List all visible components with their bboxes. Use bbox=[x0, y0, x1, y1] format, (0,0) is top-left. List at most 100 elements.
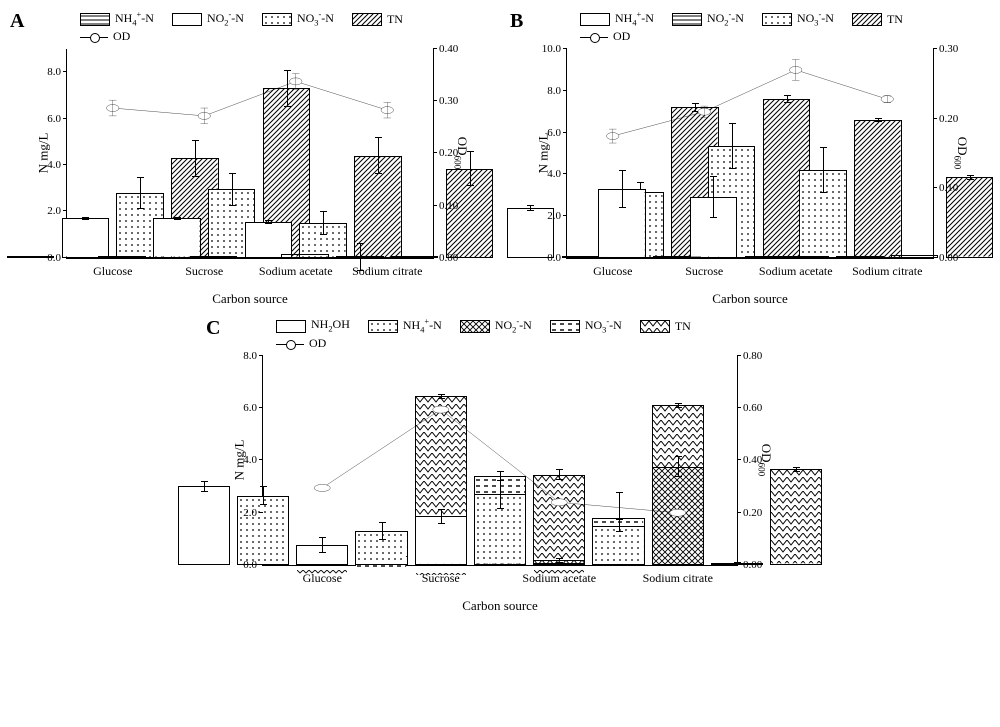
ytick-left: 8.0 bbox=[47, 66, 67, 78]
legend-label: TN bbox=[675, 319, 691, 335]
ytick-right: 0.20 bbox=[433, 147, 458, 159]
ytick-right: 0.00 bbox=[737, 559, 762, 571]
legend-swatch bbox=[460, 320, 490, 333]
category-label: Sucrose bbox=[185, 264, 223, 279]
legend-item: OD bbox=[80, 29, 130, 45]
category-label: Sodium acetate bbox=[522, 571, 596, 586]
panel-b: B NH4+-NNO2--NNO3--NTNOD N mg/L OD600 0.… bbox=[510, 10, 990, 307]
line-b bbox=[567, 49, 933, 258]
legend-label: NH4+-N bbox=[615, 10, 654, 29]
ytick-right: 0.10 bbox=[433, 200, 458, 212]
legend-item: NO3--N bbox=[262, 10, 334, 29]
ytick-left: 6.0 bbox=[547, 127, 567, 139]
ytick-right: 0.30 bbox=[433, 95, 458, 107]
legend-item: NO3--N bbox=[762, 10, 834, 29]
category-label: Sodium acetate bbox=[759, 264, 833, 279]
legend-swatch bbox=[352, 13, 382, 26]
chart-c: N mg/L OD600 0.02.04.06.08.00.000.200.40… bbox=[262, 356, 738, 596]
legend-item: TN bbox=[352, 10, 403, 29]
legend-a: NH4+-N NO2--N NO3--N TN OD bbox=[80, 10, 430, 45]
figure-grid: A NH4+-N NO2--N NO3--N TN OD N mg/L OD600 0.… bbox=[10, 10, 990, 614]
panel-a: A NH4+-N NO2--N NO3--N TN OD N mg/L OD600 0.… bbox=[10, 10, 490, 307]
legend-label: OD bbox=[309, 336, 326, 352]
legend-item: NO2--N bbox=[172, 10, 244, 29]
ytick-right: 0.40 bbox=[737, 454, 762, 466]
ytick-right: 0.00 bbox=[933, 252, 958, 264]
legend-label: NH4+-N bbox=[115, 10, 154, 29]
line-a bbox=[67, 49, 433, 258]
ytick-left: 8.0 bbox=[243, 350, 263, 362]
legend-label: NO2--N bbox=[207, 10, 244, 29]
ytick-right: 0.30 bbox=[933, 43, 958, 55]
legend-c: NH2OH NH4+-N NO2--N NO3--N TN OD bbox=[276, 317, 734, 352]
legend-item: NH2OH bbox=[276, 317, 350, 336]
error-bar bbox=[204, 481, 205, 491]
legend-swatch bbox=[276, 320, 306, 333]
legend-b: NH4+-NNO2--NNO3--NTNOD bbox=[580, 10, 930, 45]
bar bbox=[770, 469, 822, 564]
ytick-right: 0.20 bbox=[933, 113, 958, 125]
legend-label: TN bbox=[887, 12, 903, 28]
ytick-left: 2.0 bbox=[547, 210, 567, 222]
category-label: Sucrose bbox=[422, 571, 460, 586]
chart-a: N mg/L OD600 0.02.04.06.08.00.000.100.20… bbox=[66, 49, 434, 289]
legend-item: OD bbox=[580, 29, 630, 45]
error-bar bbox=[530, 205, 531, 211]
panel-letter-b: B bbox=[510, 10, 523, 33]
legend-swatch bbox=[672, 13, 702, 26]
category-label: Sucrose bbox=[685, 264, 723, 279]
ytick-left: 8.0 bbox=[547, 85, 567, 97]
legend-line-swatch bbox=[276, 338, 304, 350]
legend-label: NH2OH bbox=[311, 317, 350, 335]
ytick-left: 0.0 bbox=[547, 252, 567, 264]
error-bar bbox=[796, 467, 797, 472]
category-label: Glucose bbox=[593, 264, 632, 279]
category-label: Glucose bbox=[303, 571, 342, 586]
plot-area-b: N mg/L OD600 0.02.04.06.08.010.00.000.10… bbox=[566, 49, 934, 259]
legend-item: NH4+-N bbox=[80, 10, 154, 29]
legend-label: OD bbox=[613, 29, 630, 45]
legend-item: NH4+-N bbox=[580, 10, 654, 29]
legend-label: NH4+-N bbox=[403, 317, 442, 336]
line-c bbox=[263, 356, 737, 565]
legend-item: NH4+-N bbox=[368, 317, 442, 336]
legend-label: NO3--N bbox=[585, 317, 622, 336]
ytick-left: 6.0 bbox=[243, 402, 263, 414]
ytick-left: 0.0 bbox=[243, 559, 263, 571]
category-label: Sodium citrate bbox=[352, 264, 422, 279]
ytick-left: 4.0 bbox=[47, 159, 67, 171]
category-label: Sodium citrate bbox=[643, 571, 713, 586]
chart-b: N mg/L OD600 0.02.04.06.08.010.00.000.10… bbox=[566, 49, 934, 289]
legend-label: OD bbox=[113, 29, 130, 45]
ytick-right: 0.00 bbox=[433, 252, 458, 264]
legend-label: TN bbox=[387, 12, 403, 28]
error-bar bbox=[970, 175, 971, 179]
ytick-left: 4.0 bbox=[547, 168, 567, 180]
legend-item: TN bbox=[640, 317, 691, 336]
legend-swatch bbox=[762, 13, 792, 26]
panel-letter-c: C bbox=[206, 317, 220, 340]
panel-letter-a: A bbox=[10, 10, 24, 33]
legend-swatch bbox=[550, 320, 580, 333]
category-label: Sodium acetate bbox=[259, 264, 333, 279]
ytick-right: 0.80 bbox=[737, 350, 762, 362]
bar bbox=[178, 486, 230, 564]
legend-label: NO3--N bbox=[297, 10, 334, 29]
ytick-left: 0.0 bbox=[47, 252, 67, 264]
legend-line-swatch bbox=[580, 31, 608, 43]
ytick-left: 4.0 bbox=[243, 454, 263, 466]
legend-swatch bbox=[640, 320, 670, 333]
legend-item: NO2--N bbox=[460, 317, 532, 336]
ytick-left: 2.0 bbox=[243, 507, 263, 519]
panel-c: C NH2OH NH4+-N NO2--N NO3--N TN OD N mg/L OD6… bbox=[206, 317, 794, 614]
legend-line-swatch bbox=[80, 31, 108, 43]
legend-item: NO3--N bbox=[550, 317, 622, 336]
ytick-left: 2.0 bbox=[47, 205, 67, 217]
plot-area-a: N mg/L OD600 0.02.04.06.08.00.000.100.20… bbox=[66, 49, 434, 259]
xlabel-b: Carbon source bbox=[510, 291, 990, 307]
legend-swatch bbox=[172, 13, 202, 26]
ytick-right: 0.60 bbox=[737, 402, 762, 414]
plot-area-c: N mg/L OD600 0.02.04.06.08.00.000.200.40… bbox=[262, 356, 738, 566]
legend-swatch bbox=[80, 13, 110, 26]
ytick-right: 0.10 bbox=[933, 182, 958, 194]
